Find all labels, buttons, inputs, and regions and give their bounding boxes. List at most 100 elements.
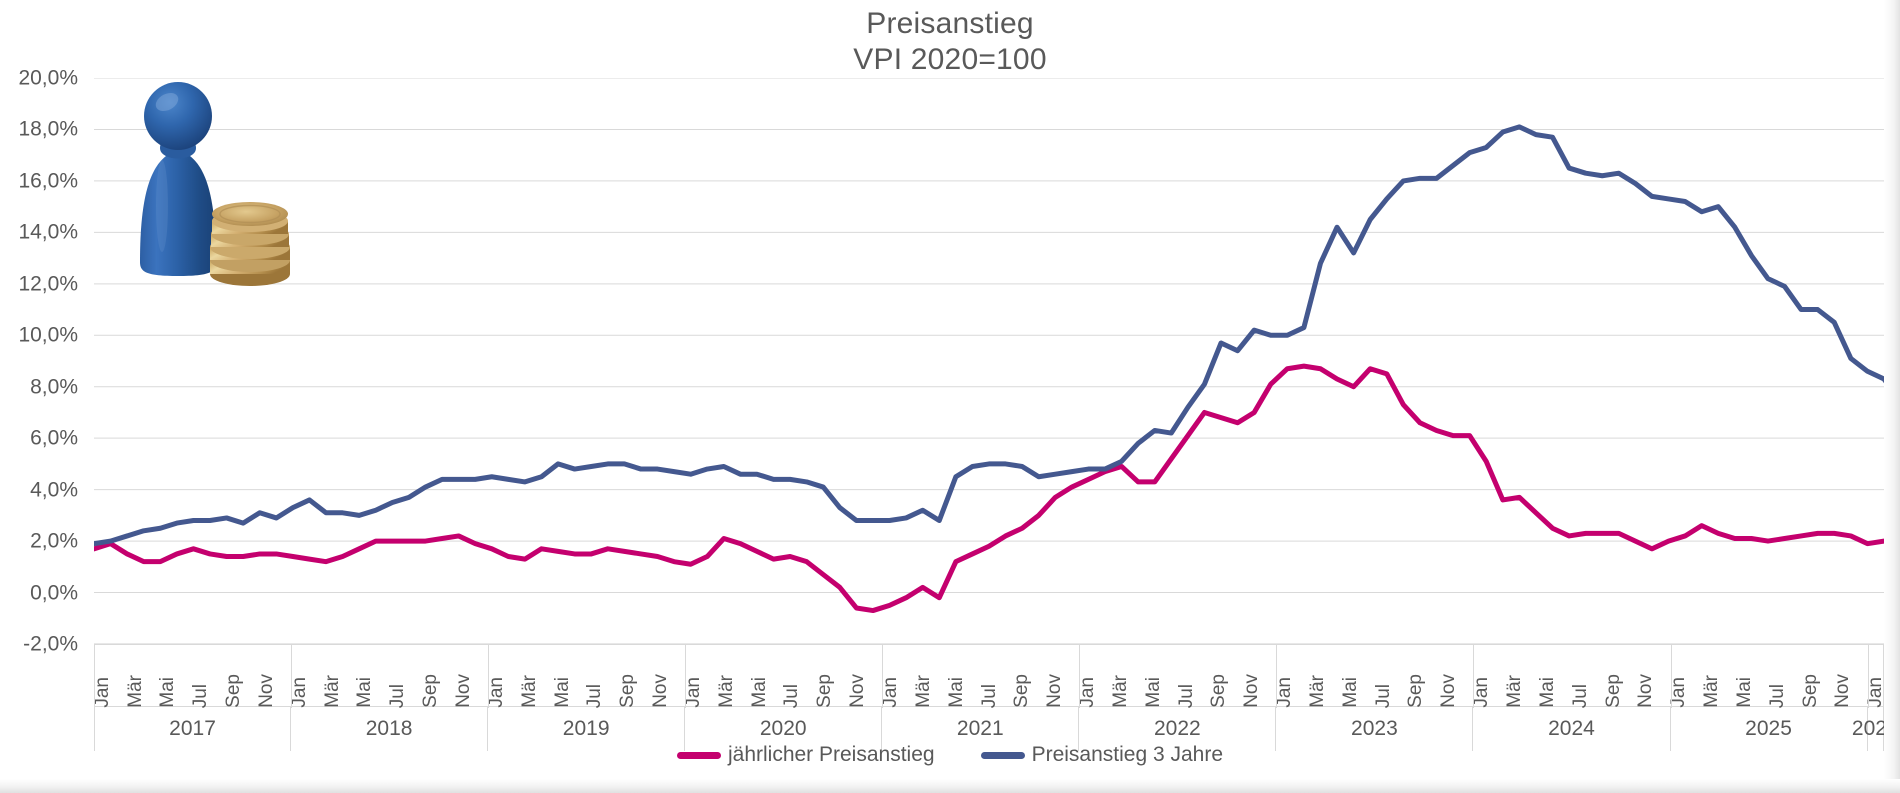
y-axis-tick-label: 8,0% — [30, 375, 78, 399]
legend-swatch-1 — [676, 751, 721, 759]
x-axis-month-label: Mai — [354, 677, 376, 708]
x-axis-month-cell: Jan — [1865, 645, 1886, 708]
x-axis-month-label: Jan — [1274, 677, 1296, 708]
x-axis-year-label: 2022 — [1079, 707, 1277, 751]
x-axis-month-cell: Mai — [157, 645, 179, 708]
x-axis-month-label: Jul — [781, 683, 803, 708]
y-axis-tick-label: 16,0% — [18, 169, 78, 193]
x-axis-month-cell: Nov — [650, 645, 672, 708]
x-axis-month-cell: Sep — [1405, 645, 1427, 708]
x-axis-month-label: Mai — [551, 677, 573, 708]
x-axis-year-separator — [1867, 645, 1869, 708]
x-axis-month-cell: Nov — [1044, 645, 1066, 708]
y-axis-tick-label: 20,0% — [18, 66, 78, 90]
x-axis-month-cell: Jan — [682, 645, 704, 708]
y-axis-tick-label: 0,0% — [30, 581, 78, 605]
x-axis-month-cell: Mai — [749, 645, 770, 708]
x-axis-month-cell: Mär — [1306, 645, 1328, 708]
x-axis-month-cell: Jul — [978, 645, 1000, 708]
x-axis-month-cell: Nov — [453, 645, 474, 708]
page-right-edge — [1884, 0, 1900, 793]
x-axis-month-cell: Mär — [1504, 645, 1525, 708]
y-axis-tick-label: 4,0% — [30, 478, 78, 502]
y-axis-tick-label: 12,0% — [18, 272, 78, 296]
gridlines — [94, 78, 1884, 644]
x-axis-month-cell: Mär — [519, 645, 540, 708]
x-axis-month-cell: Jan — [289, 645, 310, 708]
y-axis-tick-label: 10,0% — [18, 323, 78, 347]
x-axis-month-label: Mai — [1733, 677, 1755, 708]
y-axis-tick-label: 2,0% — [30, 529, 78, 553]
x-axis-month-cell: Nov — [1438, 645, 1459, 708]
x-axis-month-label: Jul — [584, 683, 606, 708]
x-axis-month-label: Jan — [1471, 677, 1493, 708]
x-axis-month-label: Jan — [91, 677, 113, 708]
x-axis-month-cell: Mai — [1536, 645, 1558, 708]
x-axis-month-label: Mai — [1536, 677, 1558, 708]
x-axis-year-separator — [882, 645, 884, 708]
x-axis-month-cell: Jul — [387, 645, 408, 708]
x-axis-month-cell: Jul — [584, 645, 606, 708]
x-axis-month-cell: Nov — [1832, 645, 1854, 708]
x-axis-edge-line — [1883, 645, 1884, 708]
y-axis-tick-label: 14,0% — [18, 220, 78, 244]
x-axis-month-cell: Sep — [1799, 645, 1821, 708]
x-axis-month-label: Jan — [1668, 677, 1690, 708]
legend-item-1[interactable]: jährlicher Preisanstieg — [676, 743, 935, 766]
x-axis-year-separator — [1670, 645, 1672, 708]
x-axis-month-label: Sep — [420, 674, 442, 708]
x-axis-month-cell: Jan — [1668, 645, 1690, 708]
x-axis-month-cell: Sep — [814, 645, 835, 708]
x-axis-month-label: Mär — [1306, 675, 1328, 708]
x-axis-month-cell: Mär — [1701, 645, 1722, 708]
x-axis-month-cell: Nov — [1635, 645, 1657, 708]
x-axis-year-separator — [685, 645, 687, 708]
x-axis-month-cell: Mär — [715, 645, 737, 708]
x-axis-year-label: 2023 — [1276, 707, 1474, 751]
x-axis-month-cell: Jul — [781, 645, 803, 708]
x-axis-month-label: Jan — [682, 677, 704, 708]
x-axis-month-label: Nov — [650, 674, 672, 708]
x-axis-month-label: Mär — [912, 675, 934, 708]
x-axis-month-cell: Mai — [354, 645, 376, 708]
x-axis-month-cell: Sep — [420, 645, 442, 708]
x-axis-month-label: Mai — [157, 677, 179, 708]
x-axis-month-label: Nov — [1635, 674, 1657, 708]
x-axis-month-cell: Jul — [1176, 645, 1197, 708]
x-axis-month-cell: Mär — [912, 645, 934, 708]
x-axis-month-label: Jul — [978, 683, 1000, 708]
x-axis-year-separator — [1276, 645, 1278, 708]
x-axis-month-label: Jul — [1372, 683, 1394, 708]
x-axis-month-cell: Jul — [1766, 645, 1788, 708]
x-axis-month-label: Sep — [1799, 674, 1821, 708]
legend-item-2[interactable]: Preisanstieg 3 Jahre — [980, 744, 1223, 766]
x-axis-year-separator — [291, 645, 293, 708]
x-axis-month-label: Mai — [1142, 677, 1164, 708]
x-axis-month-label: Mär — [321, 675, 343, 708]
x-axis-month-label: Jul — [1766, 683, 1788, 708]
x-axis-month-cell: Sep — [617, 645, 638, 708]
x-axis-month-label: Mär — [715, 675, 737, 708]
x-axis-year-label: 2020 — [685, 707, 883, 751]
x-axis-month-label: Nov — [453, 674, 474, 708]
legend-swatch-2 — [980, 751, 1025, 759]
x-axis-month-cell: Sep — [1011, 645, 1033, 708]
x-axis-year-label: 2021 — [882, 707, 1080, 751]
x-axis-month-label: Nov — [1044, 674, 1066, 708]
x-axis-month-label: Mär — [124, 675, 146, 708]
x-axis-month-label: Sep — [1405, 674, 1427, 708]
x-axis-month-label: Jan — [879, 677, 901, 708]
x-axis-month-label: Mai — [1339, 677, 1361, 708]
x-axis-month-cell: Jan — [1274, 645, 1296, 708]
x-axis-month-cell: Nov — [256, 645, 277, 708]
legend-label-1: jährlicher Preisanstieg — [727, 743, 935, 766]
x-axis-year-row: 2017 2018 2019 2020 2021 2022 2023 2024 2025 2026 — [94, 707, 1899, 751]
x-axis-month-label: Nov — [1832, 674, 1854, 708]
y-axis-tick-label: 18,0% — [18, 117, 78, 141]
x-axis-month-label: Sep — [1011, 674, 1033, 708]
x-axis-month-cell: Sep — [1603, 645, 1624, 708]
x-axis-month-cell: Mai — [551, 645, 573, 708]
x-axis-month-label: Mai — [945, 677, 967, 708]
x-axis-month-row: Jan Mär Mai Jul Sep Nov Jan Mär Mai Jul Sep Nov Jan M… — [91, 644, 1886, 708]
